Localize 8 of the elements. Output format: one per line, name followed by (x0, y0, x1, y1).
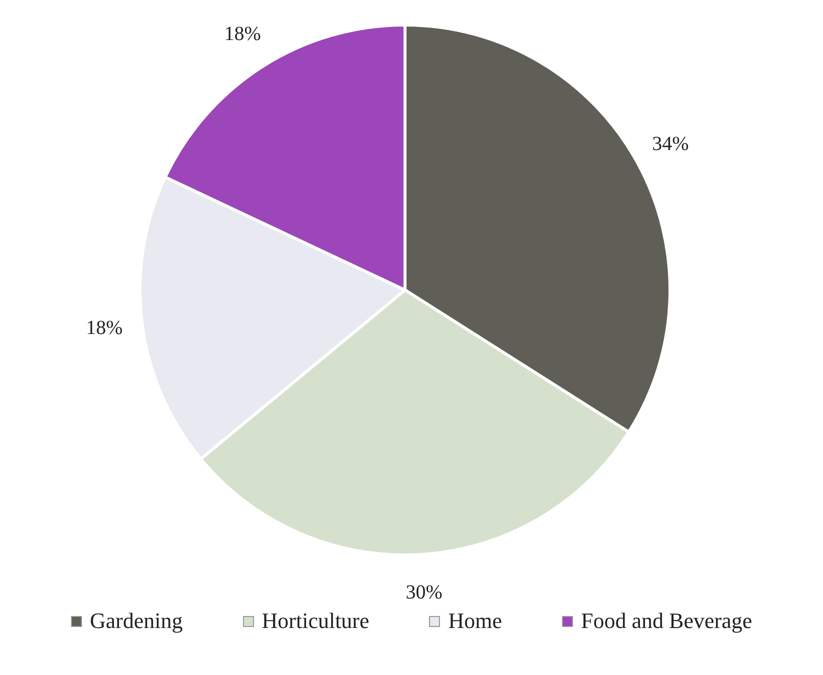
legend-label: Home (447, 608, 502, 634)
legend-label: Gardening (88, 608, 183, 634)
data-label: 34% (652, 133, 689, 156)
data-label: 18% (224, 23, 261, 46)
data-label: 18% (86, 316, 123, 339)
data-label: 30% (406, 581, 442, 604)
legend-label: Horticulture (260, 608, 370, 634)
legend-label: Food and Beverage (580, 608, 752, 634)
